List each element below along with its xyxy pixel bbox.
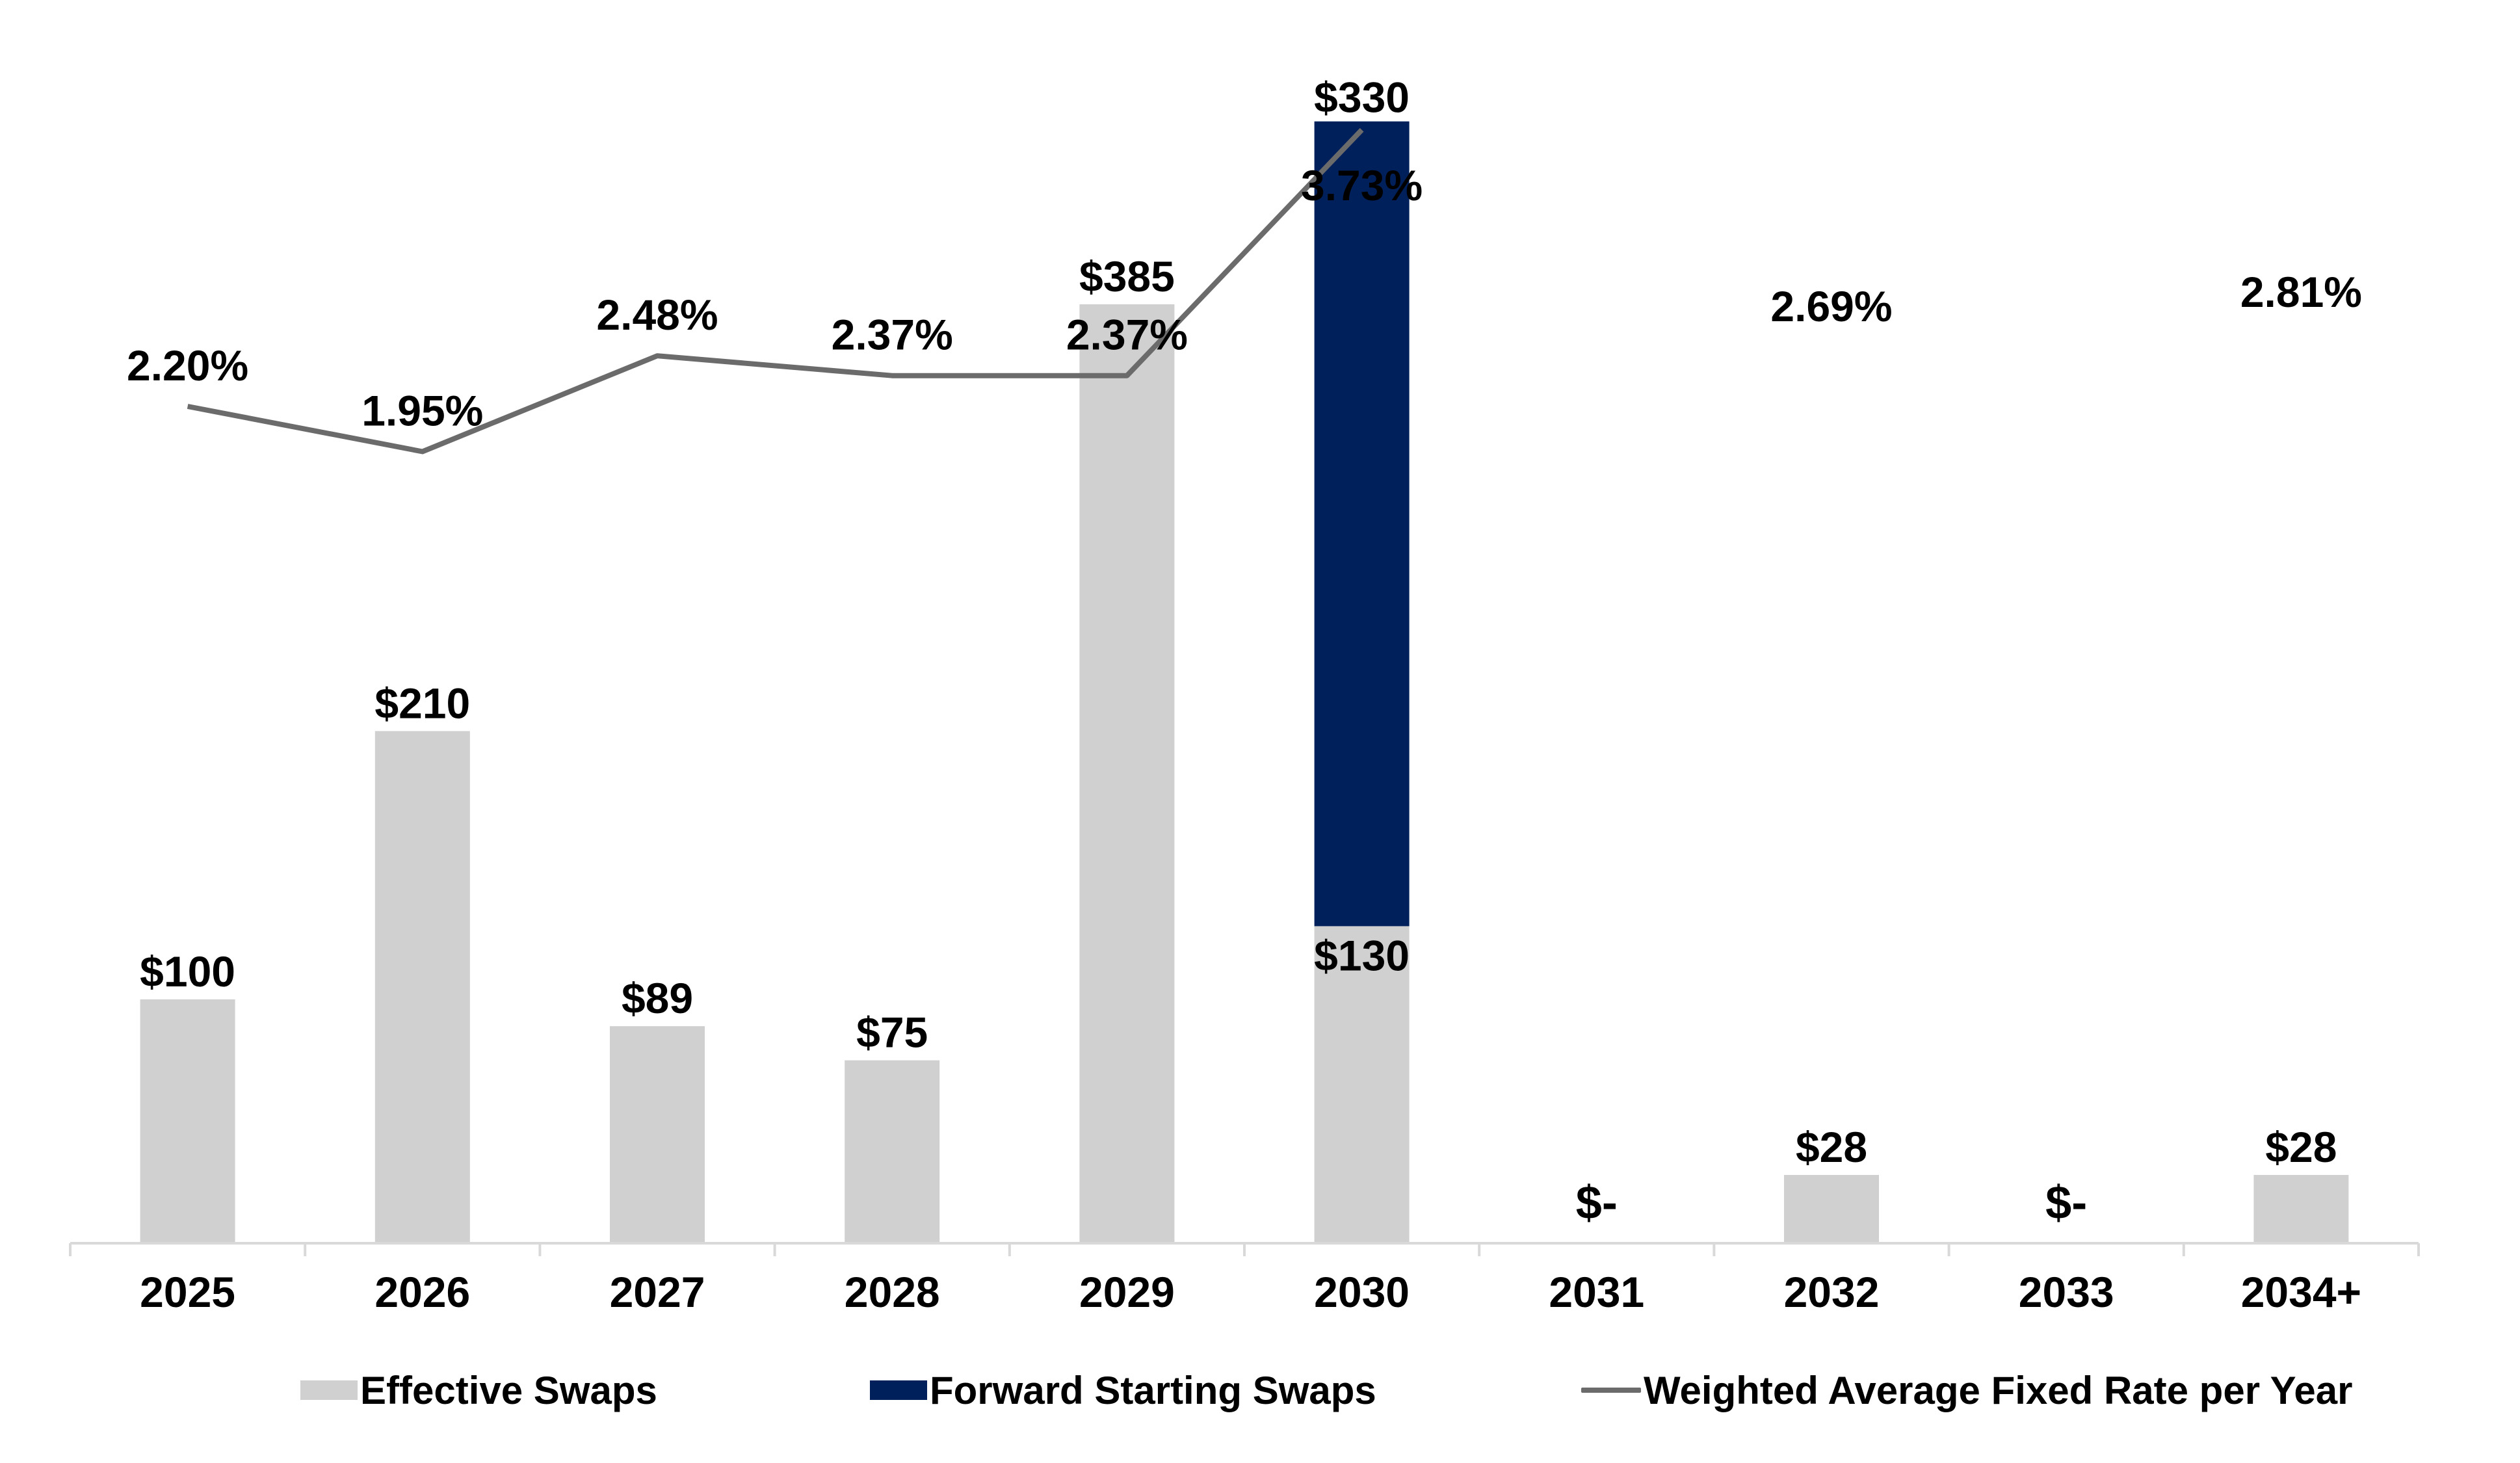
bar-effective-2030 <box>1314 926 1410 1243</box>
bar-label-effective: $89 <box>622 974 693 1022</box>
x-tick-label: 2031 <box>1549 1268 1644 1316</box>
x-tick-label: 2026 <box>374 1268 470 1316</box>
x-tick-label: 2027 <box>610 1268 705 1316</box>
rate-label: 1.95% <box>361 387 483 435</box>
labels-layer: $100 $210 $89 $75 $385 $130 $330 $- $28 $- $28 2.20… <box>127 73 2362 1229</box>
rate-label: 2.69% <box>1770 282 1892 330</box>
bar-label-effective: $28 <box>1796 1123 1867 1171</box>
x-tick-label: 2025 <box>140 1268 235 1316</box>
bar-forward-2030 <box>1314 121 1410 927</box>
bar-label-effective: $385 <box>1079 252 1175 300</box>
rate-line-layer <box>187 127 1364 455</box>
bar-effective-2025 <box>140 999 235 1243</box>
bar-label-effective: $210 <box>374 679 470 727</box>
x-axis: 2025 2026 2027 2028 2029 2030 2031 2032 2033 2034… <box>69 1242 2420 1316</box>
bar-effective-2026 <box>374 731 470 1243</box>
legend-swatch-forward <box>870 1380 927 1400</box>
rate-label: 2.37% <box>832 311 953 359</box>
legend-swatch-rate-line <box>1581 1388 1641 1393</box>
bar-label-effective: $- <box>1576 1177 1618 1229</box>
bar-label-effective: $100 <box>140 947 235 995</box>
bar-label-forward: $330 <box>1314 73 1410 122</box>
rate-label: 3.73% <box>1301 161 1423 209</box>
legend-label: Effective Swaps <box>360 1368 657 1412</box>
legend-label: Weighted Average Fixed Rate per Year <box>1644 1368 2353 1412</box>
x-tick-label: 2034+ <box>2241 1268 2361 1316</box>
x-tick-label: 2033 <box>2019 1268 2114 1316</box>
x-tick-label: 2029 <box>1079 1268 1175 1316</box>
bar-label-effective: $75 <box>856 1008 928 1057</box>
legend-swatch-effective <box>300 1380 358 1400</box>
x-tick-label: 2030 <box>1314 1268 1410 1316</box>
bar-label-effective: $28 <box>2265 1123 2337 1171</box>
bar-label-effective: $- <box>2045 1177 2087 1229</box>
bar-effective-2027 <box>610 1026 705 1243</box>
rate-label: 2.37% <box>1066 311 1188 359</box>
legend-item-effective-swaps[interactable]: Effective Swaps <box>300 1364 657 1416</box>
bar-effective-2032 <box>1784 1174 1879 1243</box>
bars-layer <box>140 121 2349 1243</box>
legend-item-weighted-average-rate[interactable]: Weighted Average Fixed Rate per Year <box>1581 1364 2352 1416</box>
legend-item-forward-starting-swaps[interactable]: Forward Starting Swaps <box>870 1364 1376 1416</box>
bar-effective-2034+ <box>2253 1174 2349 1243</box>
rate-label: 2.48% <box>596 291 718 339</box>
rate-series-line <box>187 127 1364 455</box>
x-tick-label: 2032 <box>1784 1268 1880 1316</box>
x-tick-label: 2028 <box>845 1268 940 1316</box>
legend-label: Forward Starting Swaps <box>930 1368 1376 1412</box>
bar-effective-2029 <box>1079 304 1175 1243</box>
legend: Effective Swaps Forward Starting Swaps W… <box>0 1364 2520 1416</box>
rate-label: 2.20% <box>127 341 248 389</box>
rate-label: 2.81% <box>2240 268 2362 316</box>
bar-effective-2028 <box>845 1060 940 1243</box>
bar-label-effective: $130 <box>1314 931 1410 979</box>
